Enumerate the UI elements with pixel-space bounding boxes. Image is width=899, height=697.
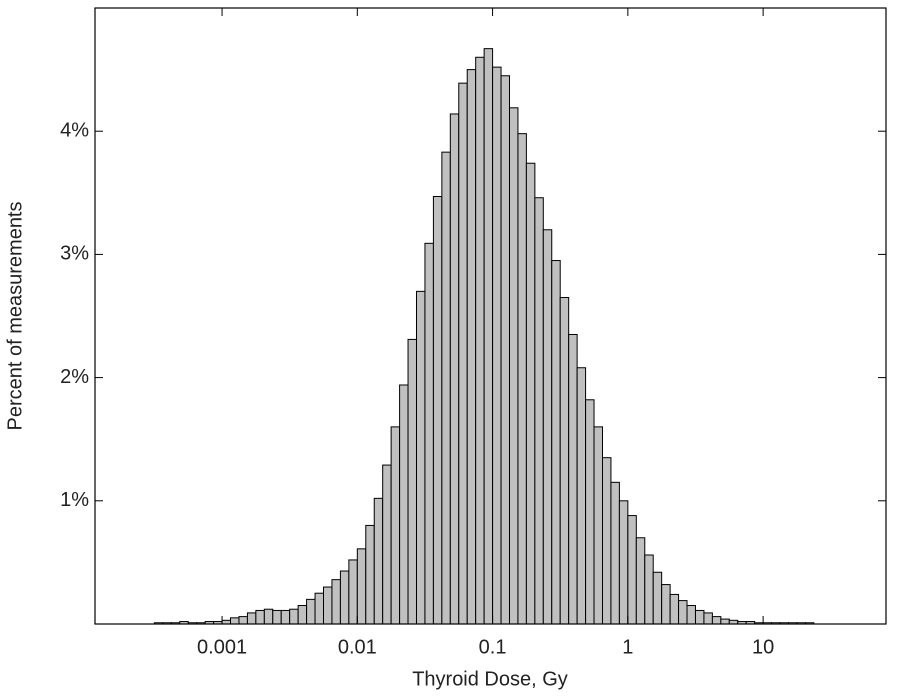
bar: [424, 242, 434, 625]
bar: [390, 426, 401, 625]
bar: [466, 69, 477, 625]
bar: [373, 497, 384, 625]
bar: [331, 579, 341, 625]
bar: [306, 598, 316, 625]
bar: [610, 481, 620, 625]
bar: [593, 426, 603, 625]
bar: [542, 229, 553, 625]
bar: [652, 571, 663, 625]
bar: [694, 609, 705, 625]
bar: [703, 612, 713, 625]
bar: [348, 559, 358, 625]
bar: [399, 384, 409, 625]
bar: [432, 195, 443, 625]
bar: [525, 162, 536, 625]
bar: [711, 616, 722, 625]
bar: [686, 605, 696, 625]
bar: [492, 66, 502, 625]
x-tick-label: 1: [622, 636, 633, 658]
bar: [255, 609, 265, 625]
bar: [635, 537, 646, 625]
bar: [678, 600, 688, 625]
y-axis-label: Percent of measurements: [4, 202, 26, 431]
bar: [585, 399, 595, 625]
bar: [534, 197, 544, 625]
bar: [627, 515, 637, 625]
bar: [415, 290, 426, 625]
x-tick-label: 0.01: [338, 636, 377, 658]
bar: [601, 457, 612, 625]
bar: [483, 48, 494, 625]
y-tick-label: 1%: [60, 489, 89, 511]
bar: [280, 609, 291, 625]
x-tick-label: 10: [752, 636, 774, 658]
bar: [441, 151, 451, 625]
bar: [289, 608, 299, 625]
plot-frame: [94, 7, 887, 625]
bar: [449, 113, 460, 625]
bar: [382, 464, 392, 625]
bar: [720, 618, 730, 625]
bar: [365, 524, 375, 625]
bar: [297, 605, 308, 625]
bar: [263, 608, 274, 625]
y-tick-label: 2%: [60, 366, 89, 388]
bar: [356, 548, 367, 625]
bar: [238, 616, 248, 625]
bar: [475, 56, 485, 625]
bar: [458, 82, 468, 625]
bar: [339, 570, 350, 625]
bar: [576, 367, 587, 625]
x-axis-label: Thyroid Dose, Gy: [412, 668, 568, 690]
bar: [509, 107, 519, 625]
x-tick-label: 0.1: [479, 636, 507, 658]
bar: [644, 554, 654, 625]
bar: [551, 260, 561, 625]
y-tick-label: 4%: [60, 119, 89, 141]
bar: [230, 617, 240, 625]
bar: [517, 133, 527, 625]
bar: [272, 609, 282, 625]
bar: [314, 592, 324, 625]
bar: [322, 586, 333, 625]
bar: [407, 338, 417, 625]
bar: [246, 612, 257, 625]
bar: [559, 297, 570, 625]
bar: [669, 593, 680, 625]
bar: [500, 75, 511, 625]
x-tick-label: 0.001: [197, 636, 247, 658]
bar: [661, 584, 671, 625]
bar: [568, 333, 578, 625]
y-tick-label: 3%: [60, 243, 89, 265]
bar: [618, 500, 629, 625]
